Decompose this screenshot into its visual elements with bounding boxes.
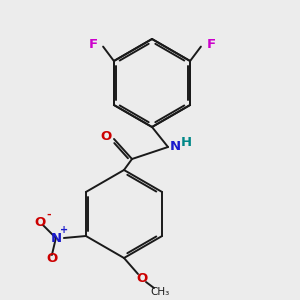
- Text: CH₃: CH₃: [150, 287, 170, 297]
- Text: N: N: [50, 232, 62, 244]
- Text: N: N: [169, 140, 181, 152]
- Text: O: O: [46, 251, 58, 265]
- Text: H: H: [180, 136, 192, 148]
- Text: +: +: [60, 225, 68, 235]
- Text: O: O: [136, 272, 148, 284]
- Text: F: F: [206, 38, 215, 51]
- Text: O: O: [34, 215, 46, 229]
- Text: F: F: [88, 38, 98, 51]
- Text: -: -: [46, 210, 51, 220]
- Text: O: O: [100, 130, 112, 143]
